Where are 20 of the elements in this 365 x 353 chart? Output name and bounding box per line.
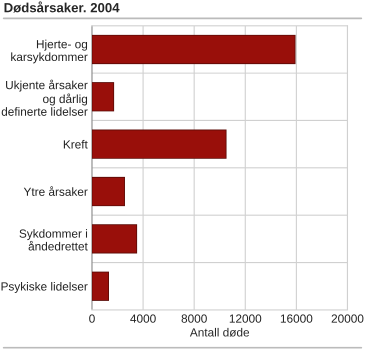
y-tick-label: Kreft	[64, 140, 88, 149]
y-tick-label: Hjerte- og karsykdommer	[11, 40, 88, 64]
x-tick-label: 4000	[130, 314, 156, 323]
y-tick-label: Ytre årsaker	[24, 186, 88, 196]
bar	[92, 224, 138, 254]
y-tick-label: Psykiske lidelser	[2, 282, 88, 293]
bar	[92, 272, 110, 301]
x-tick-label: 8000	[182, 314, 207, 323]
bar	[92, 82, 114, 112]
x-tick-label: 16000	[280, 314, 312, 323]
y-tick-label: Ukjente årsaker og dårlig definerte lidelser	[2, 80, 88, 116]
x-axis-title: Antall døde	[190, 328, 250, 337]
x-tick-label: 0	[89, 314, 95, 323]
bar	[92, 176, 125, 206]
bar	[92, 130, 227, 159]
bar	[92, 34, 296, 64]
chart-title: Dødsårsaker. 2004	[4, 1, 120, 13]
y-tick-label: Sykdommer i åndedrettet	[19, 229, 88, 250]
x-tick-label: 12000	[230, 314, 262, 323]
x-tick-label: 20000	[332, 314, 364, 323]
